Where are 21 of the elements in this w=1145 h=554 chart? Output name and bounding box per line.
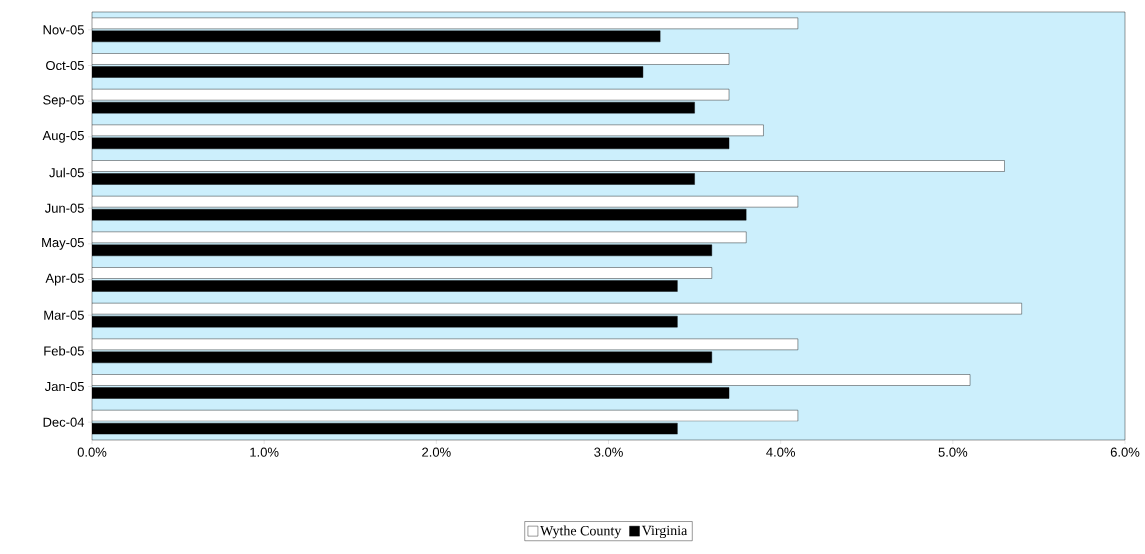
x-tick-label: 5.0% <box>938 447 968 457</box>
x-tick-label: 3.0% <box>594 447 623 457</box>
y-tick-label: Jun-05 <box>44 203 84 213</box>
y-tick-label: Oct-05 <box>46 60 84 71</box>
legend-label: Virginia <box>641 525 688 539</box>
x-tick-label: 1.0% <box>250 447 279 457</box>
y-tick-label: Feb-05 <box>44 346 84 356</box>
legend-label: Wythe County <box>540 525 622 539</box>
y-tick-label: Nov-05 <box>43 25 84 35</box>
x-tick-label: 4.0% <box>766 447 796 457</box>
x-tick-label: 0.0% <box>77 447 107 457</box>
y-tick-label: Aug-05 <box>42 130 84 143</box>
y-tick-label: Apr-05 <box>45 273 84 286</box>
y-tick-label: May-05 <box>42 237 84 250</box>
x-tick-label: 6.0% <box>1110 447 1140 457</box>
y-tick-label: Jan-05 <box>44 381 84 392</box>
y-tick-label: Dec-04 <box>43 417 85 427</box>
y-tick-label: Sep-05 <box>43 95 84 108</box>
y-tick-label: Jul-05 <box>49 167 84 178</box>
y-tick-label: Mar-05 <box>44 310 84 320</box>
x-tick-label: 2.0% <box>422 447 451 457</box>
